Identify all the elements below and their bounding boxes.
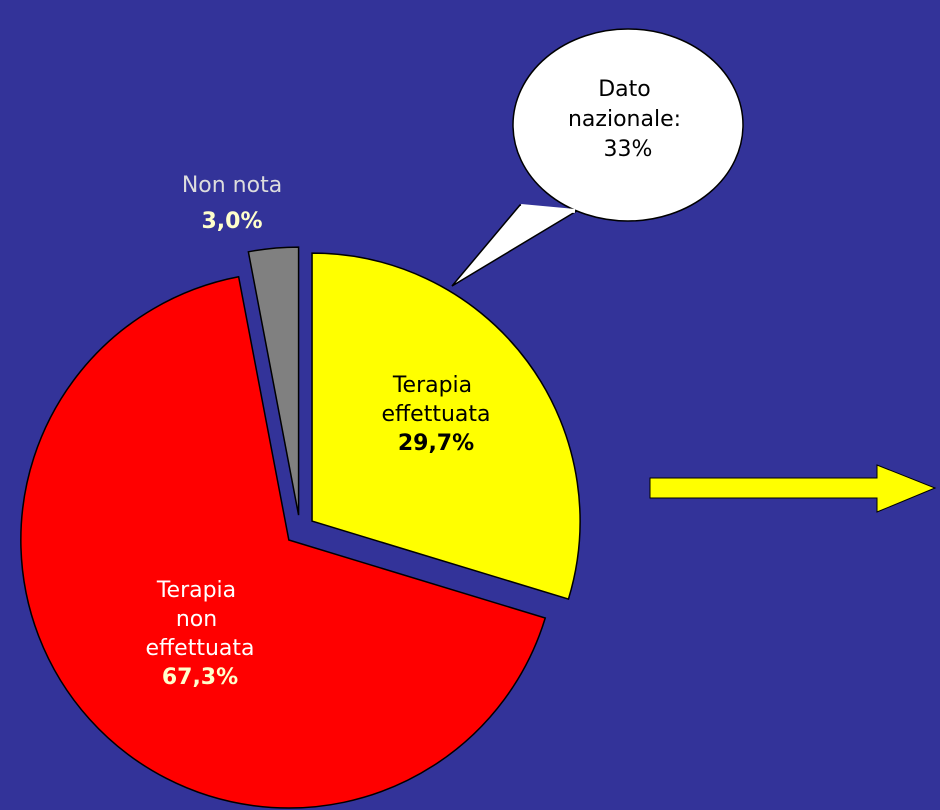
labels: Terapia effettuata 29,7% Terapia non effet…: [145, 173, 490, 690]
pie: [20, 246, 581, 809]
callout-text: Dato nazionale: 33%: [568, 77, 688, 162]
callout: [451, 28, 744, 287]
pie-slice: [311, 252, 581, 601]
callout-joint: [520, 204, 576, 213]
pie-slice: [20, 275, 547, 809]
slice-label: Non nota: [182, 173, 282, 198]
value-label: 67,3%: [162, 665, 238, 690]
slice-label: Terapia non effettuata: [145, 578, 254, 661]
value-label: 3,0%: [201, 209, 262, 234]
value-label: 29,7%: [398, 431, 474, 456]
arrow: [649, 464, 937, 513]
callout-bubble: [512, 28, 744, 222]
slice-label: Terapia effettuata: [381, 373, 490, 427]
pie-slice: [247, 246, 300, 516]
